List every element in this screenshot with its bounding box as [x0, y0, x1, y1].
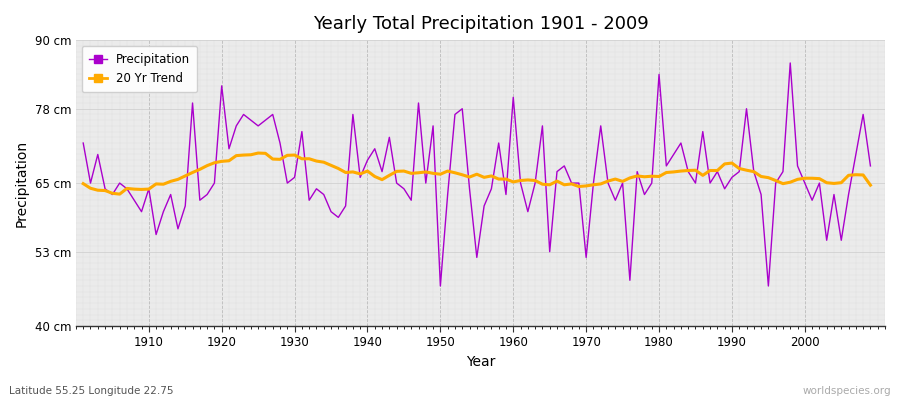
Legend: Precipitation, 20 Yr Trend: Precipitation, 20 Yr Trend — [82, 46, 197, 92]
Text: worldspecies.org: worldspecies.org — [803, 386, 891, 396]
X-axis label: Year: Year — [466, 355, 495, 369]
Y-axis label: Precipitation: Precipitation — [15, 140, 29, 227]
Text: Latitude 55.25 Longitude 22.75: Latitude 55.25 Longitude 22.75 — [9, 386, 174, 396]
Title: Yearly Total Precipitation 1901 - 2009: Yearly Total Precipitation 1901 - 2009 — [312, 15, 648, 33]
